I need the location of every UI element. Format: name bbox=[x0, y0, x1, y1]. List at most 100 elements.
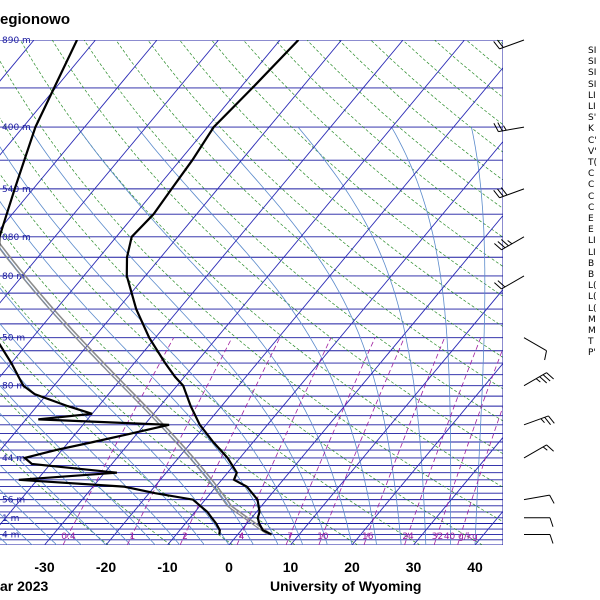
moist-adiabat-line bbox=[0, 439, 107, 545]
index-label: LI bbox=[588, 90, 596, 101]
wind-barb-flag bbox=[497, 188, 504, 197]
wind-barb-flag bbox=[497, 280, 506, 288]
wind-barb bbox=[524, 534, 554, 544]
wind-barb-staff bbox=[523, 415, 549, 426]
chart-title: egionowo bbox=[0, 11, 70, 28]
isotherm-line bbox=[474, 510, 503, 545]
wind-barb bbox=[523, 372, 554, 387]
index-label: LI bbox=[588, 102, 596, 113]
index-label: M bbox=[588, 314, 596, 325]
dry-adiabat-line bbox=[0, 117, 483, 545]
wind-barb-staff bbox=[523, 372, 547, 387]
dry-adiabat-line bbox=[115, 40, 503, 390]
dry-adiabat-line bbox=[211, 40, 503, 297]
mixing-ratio-line bbox=[179, 337, 281, 545]
wind-barb-flag bbox=[500, 239, 509, 247]
mixing-ratio-label: 7 bbox=[287, 532, 293, 542]
index-label: L( bbox=[588, 281, 597, 292]
isotherm-line bbox=[228, 214, 503, 545]
moist-adiabat-line bbox=[0, 146, 304, 545]
dry-adiabat-line bbox=[179, 40, 503, 327]
mixing-ratio-line bbox=[126, 337, 233, 545]
moist-adiabat-line bbox=[0, 412, 131, 545]
wind-barb-flag bbox=[546, 444, 554, 452]
temperature-tick-label: 0 bbox=[225, 559, 233, 575]
footer-credit: University of Wyoming bbox=[270, 578, 422, 594]
wind-barb-half-flag bbox=[540, 418, 545, 424]
mixing-ratio-line bbox=[62, 337, 175, 545]
moist-adiabat-line bbox=[0, 385, 156, 545]
wind-barb-flag bbox=[493, 123, 499, 132]
height-label: 1 m bbox=[2, 514, 19, 524]
mixing-ratio-label: 4 bbox=[239, 532, 245, 542]
height-label: 50 m bbox=[2, 334, 25, 344]
isotherm-line bbox=[0, 40, 96, 156]
index-label: LI bbox=[588, 236, 596, 247]
index-label: C bbox=[588, 191, 595, 202]
wind-barb bbox=[523, 444, 554, 459]
index-label: K bbox=[588, 124, 594, 135]
parcel-path-line bbox=[0, 242, 272, 536]
height-label: 890 m bbox=[2, 36, 31, 46]
wind-barb bbox=[524, 517, 554, 527]
dry-adiabat-line bbox=[402, 40, 503, 126]
temperature-axis: -30 -20 -10 0 10 20 30 40 bbox=[34, 559, 483, 575]
index-label: SI bbox=[588, 68, 597, 79]
wind-barb-staff bbox=[499, 39, 525, 50]
mixing-ratio-line bbox=[318, 337, 405, 545]
index-label: C bbox=[588, 202, 595, 213]
index-label: L( bbox=[588, 303, 597, 314]
wind-barb-flag bbox=[494, 282, 502, 290]
wind-barbs bbox=[493, 39, 555, 544]
moist-adiabat-line bbox=[0, 464, 82, 545]
height-label: 400 m bbox=[2, 123, 31, 133]
isotherm-line bbox=[0, 40, 281, 378]
temperature-tick-label: 30 bbox=[406, 559, 422, 575]
moist-adiabat-line bbox=[297, 126, 427, 545]
wind-barb-flag bbox=[544, 416, 551, 426]
moist-adiabat-line bbox=[77, 126, 353, 545]
index-label: P' bbox=[588, 348, 596, 359]
isotherm-line bbox=[0, 40, 342, 452]
dry-adiabat-line bbox=[497, 40, 503, 45]
wind-barb-half-flag bbox=[507, 240, 513, 245]
index-label: LI bbox=[588, 247, 596, 258]
moist-adiabat-line bbox=[0, 513, 33, 545]
moist-adiabat-line bbox=[28, 126, 328, 545]
isotherm-line bbox=[0, 40, 404, 526]
index-label: S' bbox=[588, 113, 597, 124]
index-label: M bbox=[588, 326, 596, 337]
index-label: SI bbox=[588, 57, 597, 68]
wind-barb bbox=[494, 236, 525, 251]
index-label: C bbox=[588, 180, 595, 191]
height-label: 540 m bbox=[2, 185, 31, 195]
index-label: C' bbox=[588, 135, 597, 146]
mixing-ratio-label: 16 bbox=[362, 532, 374, 542]
temperature-tick-label: 10 bbox=[283, 559, 299, 575]
moist-adiabat-line bbox=[0, 355, 181, 545]
wind-barb-flag bbox=[539, 376, 548, 384]
wind-barb-half-flag bbox=[535, 378, 541, 383]
isotherm-line bbox=[44, 40, 465, 545]
height-label: 44 m bbox=[2, 454, 25, 464]
index-label: B bbox=[588, 258, 595, 269]
wind-barb bbox=[493, 187, 525, 199]
dry-adiabat-line bbox=[83, 40, 503, 422]
wind-barb-flag bbox=[549, 494, 555, 504]
mixing-ratio-label: 32 bbox=[432, 532, 443, 542]
temperature-tick-label: 20 bbox=[344, 559, 360, 575]
mixing-ratio-line bbox=[457, 405, 503, 545]
wind-barb-flag bbox=[549, 517, 554, 527]
wind-barb-flag bbox=[494, 243, 502, 251]
mixing-ratio-label: 24 bbox=[402, 532, 414, 542]
mixing-ratio-label: 40 g/kg bbox=[444, 532, 478, 542]
isotherm-line bbox=[0, 40, 158, 230]
height-label: 80 m bbox=[2, 382, 25, 392]
height-label: 80 m bbox=[2, 272, 25, 282]
dewpoint-profile-line bbox=[0, 40, 221, 535]
moist-adiabat-line bbox=[471, 127, 486, 545]
index-label: T( bbox=[588, 158, 598, 169]
wind-barb-staff bbox=[501, 236, 525, 251]
